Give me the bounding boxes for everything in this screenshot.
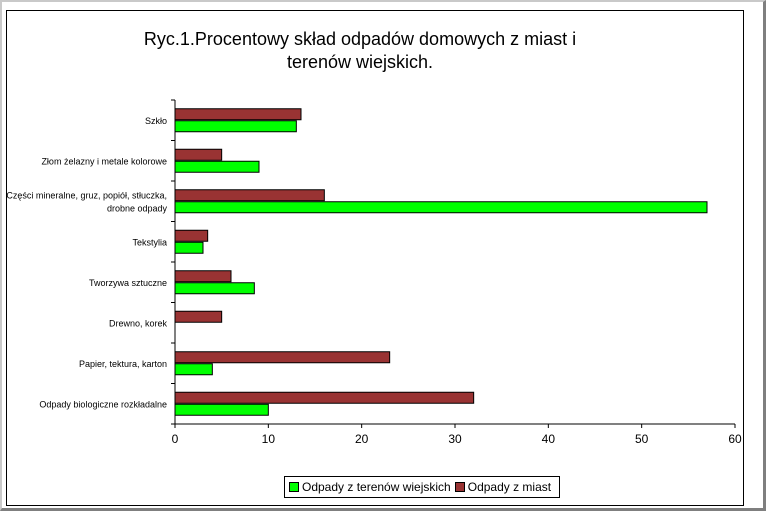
- category-label: Tekstylia: [132, 237, 167, 247]
- x-tick-label: 10: [262, 432, 276, 446]
- bar-miast-1: [174, 148, 223, 161]
- bar-wiejskich-2: [174, 201, 708, 214]
- bar-wiejskich-4: [174, 282, 255, 295]
- x-tick-label: 60: [728, 432, 742, 446]
- legend-item: Odpady z miast: [454, 480, 552, 494]
- legend-label: Odpady z miast: [467, 480, 552, 494]
- category-label: Tworzywa sztuczne: [89, 278, 167, 288]
- bar-wiejskich-1: [174, 160, 260, 173]
- chart-title: Ryc.1.Procentowy skład odpadów domowych …: [110, 28, 610, 74]
- bar-miast-7: [174, 391, 475, 404]
- x-tick-label: 50: [635, 432, 649, 446]
- category-label: Papier, tektura, karton: [79, 359, 167, 369]
- legend-label: Odpady z terenów wiejskich: [302, 480, 451, 494]
- legend: Odpady z terenów wiejskich Odpady z miast: [284, 476, 561, 498]
- chart-title-line-1: Ryc.1.Procentowy skład odpadów domowych …: [143, 29, 577, 49]
- chart-title-line-2: terenów wiejskich.: [286, 52, 434, 72]
- x-tick-label: 20: [355, 432, 369, 446]
- legend-swatch: [454, 482, 465, 492]
- bar-miast-4: [174, 270, 232, 283]
- category-label: Odpady biologiczne rozkładalne: [39, 399, 167, 409]
- category-label: drobne odpady: [107, 203, 168, 213]
- category-label: Drewno, korek: [109, 318, 168, 328]
- category-label: Złom żelazny i metale kolorowe: [41, 156, 167, 166]
- bar-wiejskich-3: [174, 241, 204, 254]
- bar-wiejskich-6: [174, 363, 213, 376]
- legend-swatch: [289, 482, 299, 492]
- bar-miast-6: [174, 351, 391, 364]
- x-tick-label: 40: [542, 432, 556, 446]
- bar-miast-3: [174, 229, 209, 242]
- bar-miast-0: [174, 108, 302, 121]
- bar-miast-5: [174, 310, 223, 323]
- bar-wiejskich-0: [174, 120, 297, 133]
- bar-wiejskich-7: [174, 403, 269, 416]
- x-tick-label: 0: [172, 432, 179, 446]
- category-label: Szkło: [145, 116, 167, 126]
- legend-item: Odpady z terenów wiejskich: [289, 480, 451, 494]
- bar-miast-2: [174, 189, 325, 202]
- x-tick-label: 30: [448, 432, 462, 446]
- category-label: Części mineralne, gruz, popiół, stłuczka…: [6, 190, 167, 200]
- chart-area-border: [6, 10, 744, 506]
